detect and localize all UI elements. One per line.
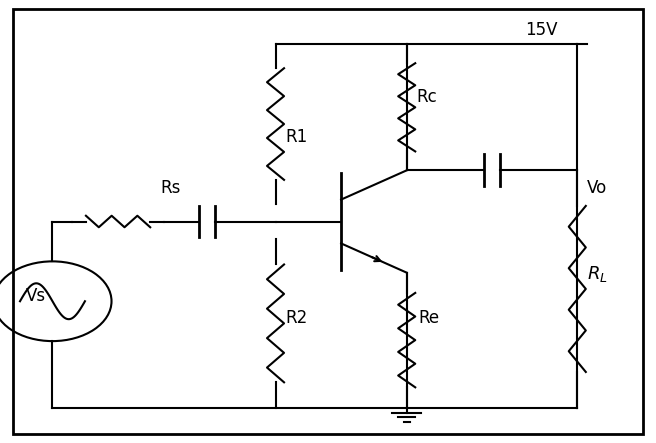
Text: R2: R2 [285,309,308,327]
Text: Vs: Vs [26,287,47,305]
Text: Re: Re [419,309,440,327]
Text: R1: R1 [285,128,308,146]
Text: Rs: Rs [161,179,181,197]
Text: 15V: 15V [525,21,558,39]
Text: Vo: Vo [587,179,607,197]
Text: Rc: Rc [417,88,438,106]
Text: $R_L$: $R_L$ [587,264,608,284]
